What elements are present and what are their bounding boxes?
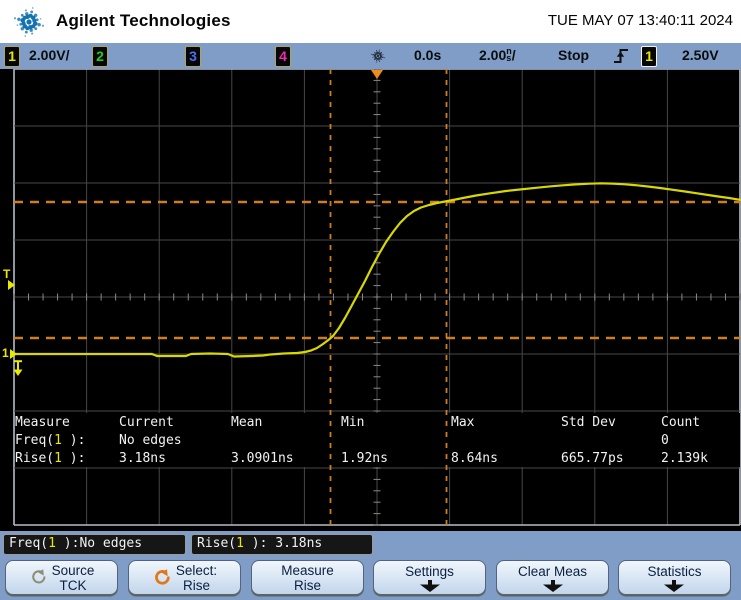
trigger-level-marker: T bbox=[3, 268, 15, 290]
acquisition-state: Stop bbox=[558, 47, 590, 63]
rise-min: 1.92ns bbox=[341, 451, 388, 466]
col-min: Min bbox=[341, 415, 365, 430]
measurement-table: Measure Current Mean Min Max Std Dev Cou… bbox=[15, 413, 740, 467]
channel-1-scale: 2.00V/ bbox=[29, 47, 70, 63]
col-stddev: Std Dev bbox=[561, 415, 616, 430]
ground-reference-icon bbox=[13, 360, 23, 376]
freq-mean bbox=[231, 433, 341, 448]
channel-1-position-marker: 1 bbox=[2, 347, 17, 359]
measure-header-row: Measure Current Mean Min Max Std Dev Cou… bbox=[15, 415, 740, 430]
trigger-marker-arrow-icon bbox=[8, 279, 15, 290]
softkey-bar: Source TCK Select: Rise Measure Rise Settin… bbox=[0, 557, 741, 600]
freq-count: 0 bbox=[661, 433, 669, 448]
clear-meas-softkey[interactable]: Clear Meas bbox=[496, 560, 609, 595]
select-softkey[interactable]: Select: Rise bbox=[128, 560, 241, 595]
rise-max: 8.64ns bbox=[451, 451, 498, 466]
channel-3-badge: 3 bbox=[185, 46, 201, 67]
down-arrow-icon bbox=[664, 579, 685, 592]
acquisition-icon bbox=[370, 48, 386, 64]
freq-stddev bbox=[561, 433, 661, 448]
channel-marker-arrow-icon bbox=[9, 348, 17, 359]
col-measure: Measure bbox=[15, 415, 70, 430]
title-header: Agilent Technologies TUE MAY 07 13:40:11… bbox=[0, 0, 741, 43]
brand-text: Agilent Technologies bbox=[56, 11, 231, 30]
table-row-rise: Rise(1 ): 3.18ns 3.0901ns 1.92ns 8.64ns … bbox=[15, 451, 740, 466]
col-count: Count bbox=[661, 415, 701, 430]
channel-2-badge: 2 bbox=[92, 46, 108, 67]
freq-current: No edges bbox=[119, 433, 182, 448]
rise-mean: 3.0901ns bbox=[231, 451, 294, 466]
rise-readout: Rise(1 ): 3.18ns bbox=[191, 534, 373, 555]
source-softkey[interactable]: Source TCK bbox=[5, 560, 118, 595]
col-current: Current bbox=[119, 415, 174, 430]
rise-count: 2.139k bbox=[661, 451, 708, 466]
trigger-level-readout: 2.50V bbox=[682, 47, 719, 63]
measure-name: Rise(1 ): bbox=[15, 451, 86, 466]
trigger-source-badge: 1 bbox=[641, 46, 657, 67]
col-max: Max bbox=[451, 415, 475, 430]
measure-softkey[interactable]: Measure Rise bbox=[251, 560, 364, 595]
freq-min bbox=[341, 433, 451, 448]
quick-readout-bar: Freq(1 ):No edges Rise(1 ): 3.18ns bbox=[0, 531, 741, 557]
measure-name: Freq(1 ): bbox=[15, 433, 86, 448]
rise-stddev: 665.77ps bbox=[561, 451, 624, 466]
timebase-readout: 2.00 n s / bbox=[479, 46, 516, 64]
datetime-text: TUE MAY 07 13:40:11 2024 bbox=[547, 12, 733, 29]
agilent-logo-icon bbox=[13, 7, 45, 37]
rise-current: 3.18ns bbox=[119, 451, 166, 466]
knob-orange-icon bbox=[152, 568, 170, 587]
freq-max bbox=[451, 433, 561, 448]
settings-softkey[interactable]: Settings bbox=[373, 560, 486, 595]
table-row-freq: Freq(1 ): No edges 0 bbox=[15, 433, 740, 448]
down-arrow-icon bbox=[542, 579, 563, 592]
channel-4-badge: 4 bbox=[275, 46, 291, 67]
knob-gray-icon bbox=[29, 569, 46, 586]
statistics-softkey[interactable]: Statistics bbox=[618, 560, 731, 595]
freq-readout: Freq(1 ):No edges bbox=[3, 534, 186, 555]
down-arrow-icon bbox=[419, 579, 440, 592]
col-mean: Mean bbox=[231, 415, 263, 430]
channel-1-badge: 1 bbox=[4, 46, 20, 67]
waveform-plot-area: Measure Current Mean Min Max Std Dev Cou… bbox=[0, 69, 741, 531]
trigger-edge-icon bbox=[614, 49, 628, 63]
status-bar: 1 2.00V/ 2 3 4 0.0s 2.00 n s / Stop 1 2.50V bbox=[0, 43, 741, 69]
delay-readout: 0.0s bbox=[414, 47, 442, 63]
